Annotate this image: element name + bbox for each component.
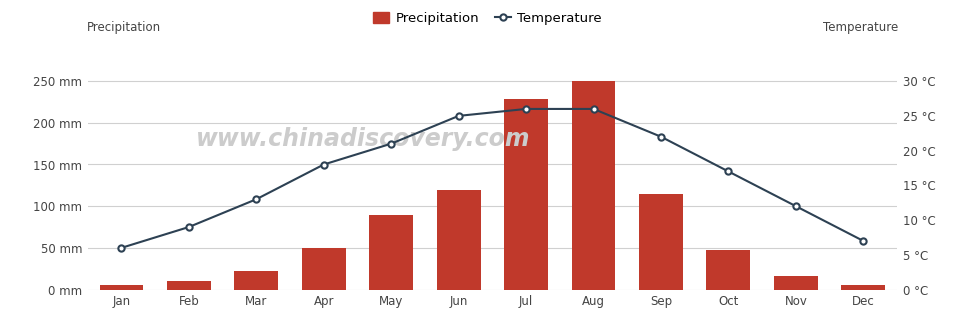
Bar xyxy=(234,271,278,290)
Bar xyxy=(707,249,751,290)
Text: www.chinadiscovery.com: www.chinadiscovery.com xyxy=(196,128,530,151)
Bar xyxy=(99,285,143,290)
Bar xyxy=(302,248,346,290)
Text: Temperature: Temperature xyxy=(823,21,898,35)
Bar xyxy=(639,194,682,290)
Bar xyxy=(841,285,885,290)
Bar xyxy=(167,281,211,290)
Bar xyxy=(571,81,615,290)
Bar xyxy=(504,99,548,290)
Text: Precipitation: Precipitation xyxy=(87,21,161,35)
Bar xyxy=(437,190,481,290)
Bar xyxy=(774,276,818,290)
Legend: Precipitation, Temperature: Precipitation, Temperature xyxy=(368,7,607,30)
Bar xyxy=(370,215,413,290)
